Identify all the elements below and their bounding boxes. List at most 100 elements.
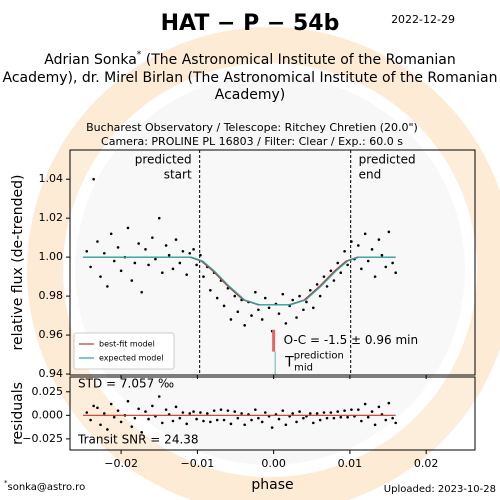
data-point [205,412,209,415]
data-point [181,411,185,414]
data-point [243,324,246,327]
tmid-sub: mid [294,363,313,374]
data-point [126,399,130,403]
data-point [250,314,253,317]
authors: Adrian Sonka* (The Astronomical Institut… [44,50,455,69]
data-point [160,421,164,425]
data-point [236,416,240,420]
data-point [171,419,175,423]
data-point [185,422,188,426]
y-tick-label: 0.98 [39,289,64,302]
data-point [96,240,99,243]
data-point [151,404,154,408]
oc-bar [272,329,276,352]
model-line [82,256,396,306]
x-tick-label: 0.02 [414,457,439,470]
data-point [174,238,178,241]
data-point [380,253,384,257]
data-point [188,412,192,415]
data-point [318,418,322,422]
prediction-label: predicted [135,153,192,167]
data-point [99,423,102,427]
data-point [339,271,343,275]
data-point [263,296,267,300]
data-point [178,416,182,420]
prediction-label: end [359,168,382,182]
data-point [394,271,397,275]
data-point [370,410,374,413]
data-point [133,261,137,265]
data-point [281,292,285,296]
data-point [195,417,198,421]
data-point [384,418,388,422]
data-point [315,412,319,415]
data-point [377,405,381,409]
contact-mark: * [4,479,8,487]
data-point [236,310,240,313]
data-point [291,412,295,415]
data-point [219,408,223,411]
frame [69,149,476,376]
subtitle: Camera: PROLINE PL 16803 / Filter: Clear… [101,135,403,148]
data-point [284,423,288,427]
data-point [137,407,140,411]
data-point [318,294,322,298]
data-point [295,316,298,319]
data-point [199,411,202,414]
data-point [106,285,109,288]
data-point [346,263,349,267]
legend-label: expected model [99,354,164,363]
data-point [302,416,305,420]
x-tick-label: 0.01 [338,457,363,470]
data-point [373,275,377,278]
data-point [350,408,353,411]
data-point [96,406,99,410]
y-tick-label: 0.025 [32,385,64,398]
data-point [260,318,264,321]
data-point [109,402,113,406]
x-tick-label: −0.01 [181,457,215,470]
title: HAT − P − 54b [161,11,340,36]
data-point [151,236,154,239]
data-point [350,240,353,243]
y-tick-label: 1.02 [39,211,64,224]
data-point [202,275,205,278]
data-point [387,401,391,405]
data-point [192,410,195,413]
data-point [103,251,106,255]
data-point [202,419,205,423]
data-point [229,318,233,321]
data-point [119,420,123,424]
data-point [164,244,168,247]
data-point [85,411,89,414]
data-point [119,269,123,273]
data-point [233,410,237,413]
data-point [343,409,346,412]
data-point [192,248,195,251]
data-point [164,408,168,411]
data-point [260,420,264,424]
legend-box [73,332,175,370]
data-point [178,261,182,265]
data-point [357,244,360,247]
x-tick-label: −0.02 [104,457,138,470]
data-point [277,417,281,421]
data-point [215,296,219,300]
data-point [281,409,285,412]
data-point [302,308,305,312]
data-point [263,411,267,414]
data-point [103,412,106,415]
data-point [366,415,370,419]
data-point [363,232,367,236]
data-point [233,294,237,298]
data-point [391,261,394,265]
authors: Academy), dr. Mirel Birlan (The Astronom… [2,70,497,86]
data-point [157,395,161,398]
data-point [112,259,116,263]
watermark [27,27,500,500]
data-point [336,261,340,265]
std-label: STD = 7.057 ‰ [78,377,174,391]
legend-label: best-fit model [99,340,155,349]
data-point [212,409,216,412]
